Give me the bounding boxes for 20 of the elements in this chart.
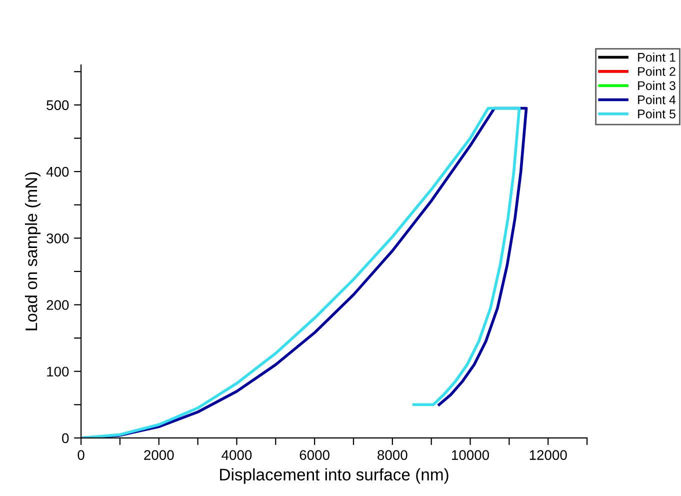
legend-label: Point 5 — [638, 109, 676, 118]
x-tick-label: 8000 — [378, 450, 408, 460]
y-tick-label: 0 — [62, 433, 69, 444]
legend-label: Point 4 — [638, 95, 676, 104]
y-tick-label: 200 — [46, 300, 69, 310]
legend-label: Point 1 — [638, 52, 676, 62]
y-axis-title: Load on sample (mN) — [24, 172, 41, 330]
x-tick-label: 4000 — [222, 450, 252, 460]
y-tick-label: 100 — [47, 366, 69, 377]
x-tick-label: 12000 — [530, 450, 567, 460]
x-axis-title: Displacement into surface (nm) — [220, 468, 448, 484]
x-tick-label: 6000 — [300, 450, 330, 460]
y-tick-label: 500 — [46, 100, 69, 110]
y-tick-label: 400 — [46, 166, 69, 177]
legend-label: Point 3 — [638, 80, 676, 90]
x-tick-label: 10000 — [452, 450, 490, 460]
legend-label: Point 2 — [638, 66, 676, 76]
y-tick-label: 300 — [46, 233, 69, 244]
x-tick-label: 0 — [78, 450, 84, 460]
x-tick-label: 2000 — [144, 450, 174, 460]
